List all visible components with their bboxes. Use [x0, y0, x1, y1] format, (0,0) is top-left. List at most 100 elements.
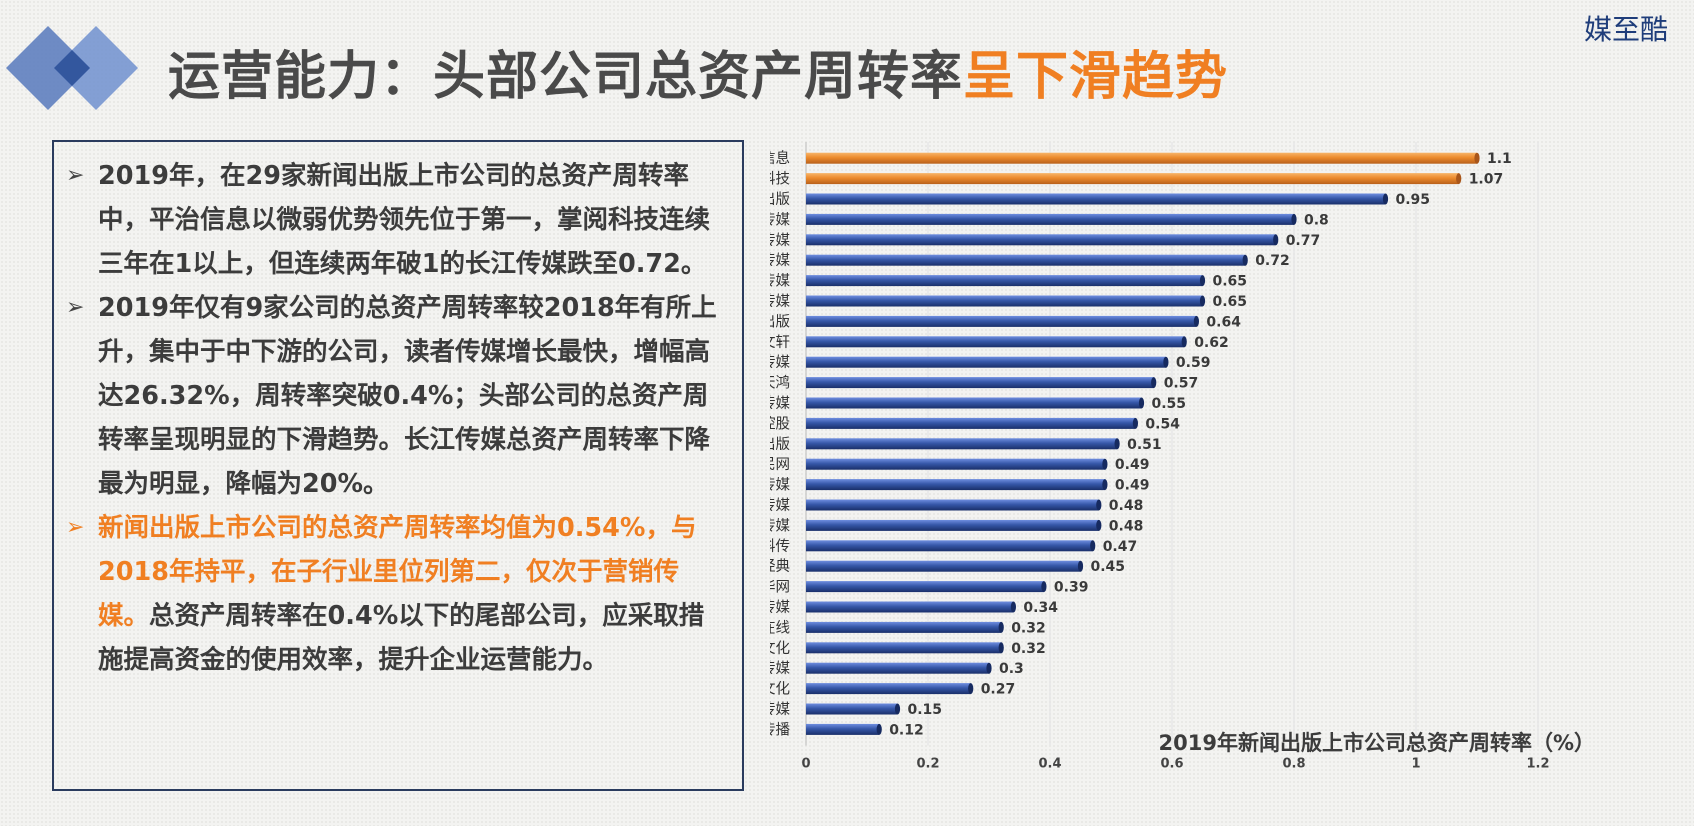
- bar: [806, 234, 1276, 246]
- bar-end-cap: [1382, 193, 1389, 205]
- bar: [806, 560, 1081, 572]
- value-label: 0.47: [1103, 539, 1138, 555]
- bar-end-cap: [1090, 540, 1096, 552]
- category-label: 中文在线: [770, 619, 790, 636]
- category-label: 读者传媒: [770, 497, 790, 514]
- value-label: 0.95: [1396, 192, 1431, 208]
- bar: [806, 438, 1118, 450]
- value-label: 0.49: [1115, 478, 1150, 494]
- bar: [806, 377, 1154, 389]
- brand-logo-text: 媒至酷: [1583, 13, 1668, 46]
- bar-end-cap: [1138, 397, 1145, 409]
- bar: [806, 519, 1099, 531]
- bar-end-cap: [876, 723, 882, 735]
- bar: [806, 254, 1246, 266]
- bar-end-cap: [894, 703, 901, 715]
- bar-end-cap: [986, 662, 992, 674]
- category-label: 华闻传媒: [770, 660, 790, 677]
- bar: [806, 723, 880, 735]
- bullet-item: ➢ 新闻出版上市公司的总资产周转率均值为0.54%，与2018年持平，在子行业里…: [66, 506, 728, 682]
- bullet-item: ➢ 2019年仅有9家公司的总资产周转率较2018年有所上升，集中于中下游的公司…: [66, 286, 728, 506]
- bar: [806, 275, 1203, 287]
- value-label: 0.57: [1164, 376, 1199, 392]
- bar-end-cap: [968, 683, 974, 695]
- bar: [806, 499, 1099, 511]
- value-label: 0.8: [1304, 212, 1329, 228]
- category-label: 浙数文化: [770, 681, 790, 698]
- bar-end-cap: [1242, 254, 1248, 266]
- category-label: 皖新传媒: [770, 293, 790, 310]
- value-label: 0.32: [1011, 641, 1046, 657]
- title-main: 运营能力：头部公司总资产周转率: [168, 47, 964, 107]
- category-label: 掌阅科技: [770, 171, 790, 188]
- category-label: 世纪天鸿: [770, 375, 790, 392]
- value-label: 0.65: [1213, 294, 1248, 310]
- x-tick-label: 0: [801, 757, 810, 772]
- bullet-text: 新闻出版上市公司的总资产周转率均值为0.54%，与2018年持平，在子行业里位列…: [98, 506, 728, 682]
- bar-end-cap: [998, 621, 1004, 633]
- value-label: 0.32: [1011, 620, 1046, 636]
- bullet-text: 2019年，在29家新闻出版上市公司的总资产周转率中，平治信息以微弱优势领先位于…: [98, 161, 711, 279]
- bar: [806, 642, 1002, 654]
- bar: [806, 703, 898, 715]
- value-label: 0.77: [1286, 233, 1321, 249]
- value-label: 0.54: [1145, 416, 1180, 432]
- category-label: 城市传媒: [770, 354, 790, 371]
- bullet-rest-text: 总资产周转率在0.4%以下的尾部公司，应采取措施提高资金的使用效率，提升企业运营…: [98, 601, 705, 675]
- bar: [806, 683, 971, 695]
- category-label: 长江传媒: [770, 252, 790, 269]
- category-label: 中国出版: [770, 436, 790, 453]
- bullet-arrow-icon: ➢: [66, 163, 85, 188]
- bullet-item: ➢ 2019年，在29家新闻出版上市公司的总资产周转率中，平治信息以微弱优势领先…: [66, 154, 728, 286]
- bar: [806, 397, 1142, 409]
- bar-end-cap: [1456, 173, 1462, 185]
- bar-end-cap: [1132, 417, 1138, 429]
- bar-end-cap: [1151, 377, 1157, 389]
- bar-end-cap: [1096, 499, 1102, 511]
- bar-end-cap: [1163, 356, 1169, 368]
- bar: [806, 601, 1014, 613]
- bar-end-cap: [1096, 519, 1102, 531]
- value-label: 0.48: [1109, 518, 1144, 534]
- category-label: 时代出版: [770, 191, 790, 208]
- category-label: 粤传媒: [770, 700, 790, 718]
- category-label: 新华网: [770, 579, 790, 596]
- bar-chart: 0 0.2 0.4 0.6 0.8 1 1.2 平治信息 1.1 掌阅科技 1.07 时代出版 0.95…: [770, 142, 1595, 772]
- bar-end-cap: [1291, 213, 1297, 225]
- category-label: 博瑞传播: [770, 721, 790, 738]
- logo-diamonds-icon: [6, 26, 138, 110]
- bar-end-cap: [1474, 152, 1480, 164]
- x-tick-label: 0.2: [916, 757, 939, 772]
- value-label: 0.12: [889, 722, 924, 738]
- bar-end-cap: [1102, 458, 1108, 470]
- value-label: 0.45: [1091, 559, 1126, 575]
- bar: [806, 540, 1093, 552]
- category-label: 中国科传: [770, 538, 790, 555]
- category-label: 中原传媒: [770, 211, 790, 228]
- bar: [806, 417, 1136, 429]
- bar-end-cap: [998, 642, 1004, 654]
- bar: [806, 458, 1105, 470]
- x-tick-label: 0.8: [1282, 757, 1305, 772]
- category-label: 南方传媒: [770, 273, 790, 290]
- bar-end-cap: [1273, 234, 1279, 246]
- bar: [806, 356, 1166, 368]
- bullet-text: 2019年仅有9家公司的总资产周转率较2018年有所上升，集中于中下游的公司，读…: [98, 293, 717, 499]
- category-label: 新华文轩: [770, 334, 790, 351]
- bar: [806, 621, 1002, 633]
- page-title: 运营能力：头部公司总资产周转率呈下滑趋势: [168, 34, 1228, 109]
- category-label: 山东出版: [770, 313, 790, 330]
- category-label: 出版传媒: [770, 232, 790, 249]
- value-label: 0.62: [1194, 335, 1229, 351]
- value-label: 0.55: [1152, 396, 1187, 412]
- bullet-highlight-text: 新闻出版上市公司的总资产周转率均值为0.54%，与2018年持平，在子行业里位列…: [98, 513, 697, 631]
- value-label: 1.07: [1469, 172, 1504, 188]
- value-label: 0.27: [981, 682, 1016, 698]
- category-label: 凤凰传媒: [770, 395, 790, 412]
- bar: [806, 315, 1197, 327]
- bar-end-cap: [1181, 336, 1187, 348]
- bar: [806, 581, 1044, 593]
- bullet-arrow-icon: ➢: [66, 515, 85, 540]
- bar-end-cap: [1102, 479, 1108, 491]
- x-tick-label: 0.6: [1160, 757, 1183, 772]
